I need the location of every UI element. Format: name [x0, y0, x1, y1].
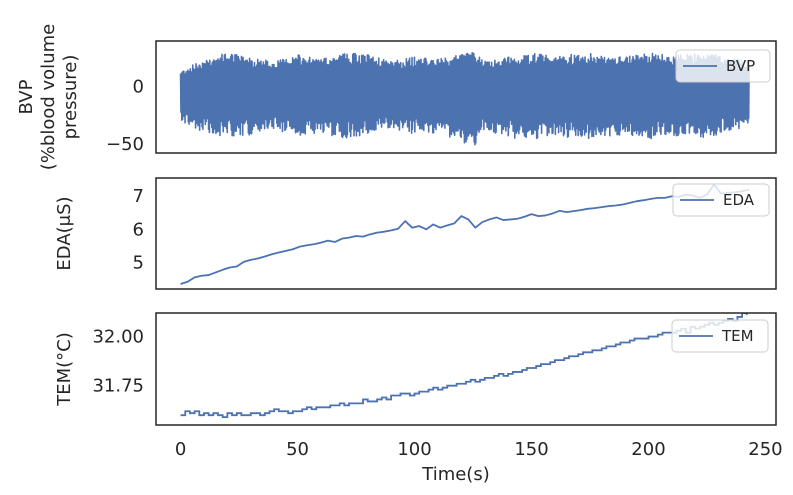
y-tick-label: 5	[133, 252, 144, 273]
x-tick-label: 250	[748, 439, 782, 460]
y-axis-label: BVP	[16, 79, 37, 114]
legend-label: EDA	[723, 191, 755, 209]
series-bvp	[179, 51, 750, 146]
y-axis-label: pressure)	[60, 55, 81, 140]
y-tick-label: 6	[133, 219, 144, 240]
y-axis-label: (%blood volume	[38, 24, 59, 170]
y-tick-label: −50	[106, 134, 144, 155]
axes-frame	[155, 312, 777, 426]
legend-box	[671, 319, 769, 353]
bvp-line	[179, 51, 750, 146]
legend-label: TEM	[721, 327, 754, 345]
legend-box	[672, 183, 770, 217]
axes-frame	[155, 177, 777, 290]
y-tick-label: 32.00	[92, 327, 144, 348]
series-eda	[180, 183, 750, 285]
y-tick-label: 7	[133, 186, 144, 207]
legend-label: BVP	[726, 57, 755, 75]
y-axis-label: TEM(°C)	[54, 332, 75, 407]
y-tick-label: 31.75	[92, 376, 144, 397]
eda-panel: EDA 7 6 5 EDA(μS)	[54, 177, 777, 290]
x-tick-label: 100	[397, 439, 431, 460]
x-tick-label: 150	[514, 439, 548, 460]
x-tick-label: 50	[286, 439, 309, 460]
x-tick-label: 0	[175, 439, 186, 460]
tem-line	[180, 313, 748, 419]
y-tick-label: 0	[133, 77, 144, 98]
legend: EDA	[672, 183, 770, 217]
legend: TEM	[671, 319, 769, 353]
tem-panel: TEM 32.00 31.75 0 50 100 150 200 250 Time(s) TEM(°…	[54, 312, 783, 485]
axes-frame	[155, 40, 777, 154]
legend: BVP	[675, 49, 771, 83]
eda-line	[180, 183, 750, 285]
x-axis-label: Time(s)	[421, 464, 489, 485]
series-tem	[180, 313, 748, 419]
legend-box	[675, 49, 771, 83]
y-axis-label: EDA(μS)	[54, 196, 75, 270]
x-tick-label: 200	[631, 439, 665, 460]
